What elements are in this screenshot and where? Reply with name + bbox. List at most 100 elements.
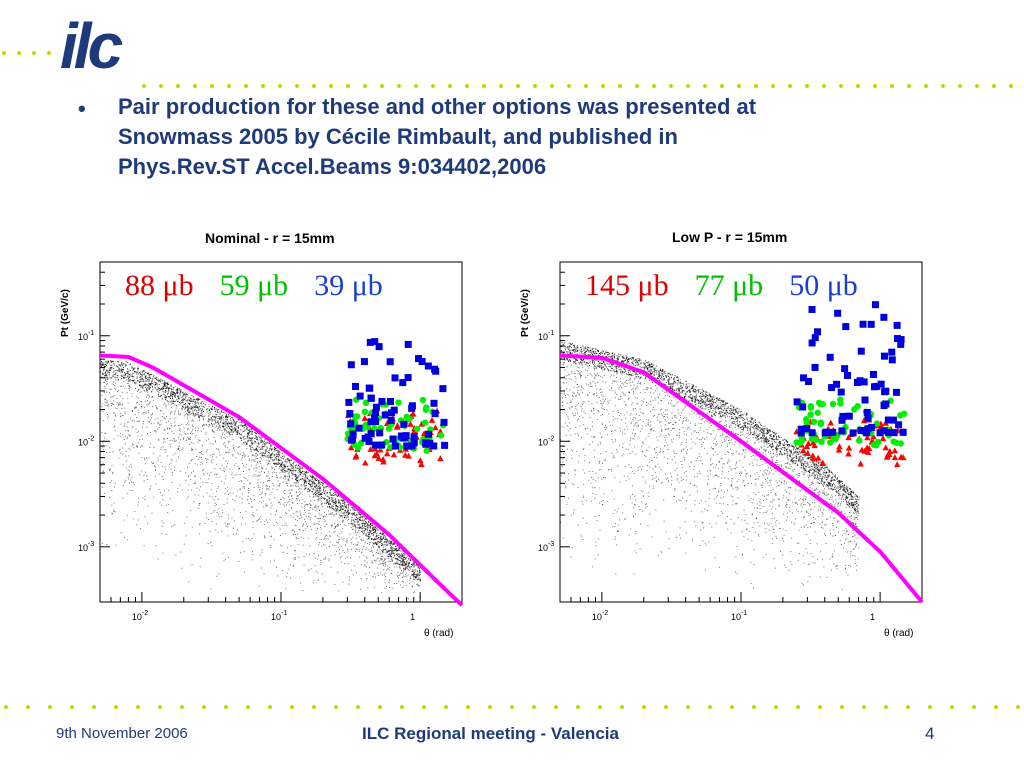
bullet-marker: • — [78, 96, 86, 121]
x-tick-label: 10-2 — [592, 610, 608, 622]
marker-point — [814, 454, 822, 461]
marker-point — [891, 454, 899, 461]
footer-date: 9th November 2006 — [56, 725, 188, 742]
marker-point — [870, 441, 878, 448]
marker-point — [403, 413, 410, 421]
marker-point — [866, 445, 873, 452]
marker-point — [863, 409, 871, 417]
y-tick-label: 10-3 — [538, 541, 554, 553]
marker-point — [372, 418, 380, 426]
marker-point — [397, 432, 405, 440]
marker-point — [837, 396, 844, 403]
marker-point — [378, 397, 386, 405]
marker-point — [884, 416, 892, 424]
marker-point — [808, 339, 816, 347]
marker-point — [876, 429, 884, 437]
marker-point — [857, 347, 865, 355]
marker-point — [354, 444, 362, 451]
top-dotted-divider-left — [2, 51, 51, 55]
marker-point — [871, 301, 879, 309]
marker-point — [884, 453, 891, 460]
marker-point — [439, 385, 447, 393]
marker-point — [811, 363, 819, 371]
marker-point — [815, 399, 823, 407]
marker-point — [835, 446, 843, 453]
marker-point — [867, 320, 875, 328]
marker-point — [829, 428, 837, 436]
cross-section-label: 88 μb — [125, 269, 194, 302]
x-tick-label: 10-1 — [731, 610, 747, 622]
marker-point — [399, 379, 407, 387]
marker-point — [860, 378, 868, 386]
marker-point — [897, 340, 905, 348]
x-axis-label: θ (rad) — [884, 628, 913, 639]
marker-point — [403, 442, 411, 450]
marker-point — [826, 439, 834, 446]
ilc-logo: ilc — [60, 10, 123, 82]
marker-point — [859, 320, 867, 328]
marker-point — [437, 432, 445, 439]
marker-point — [836, 443, 843, 450]
marker-point — [882, 444, 889, 451]
y-tick-label: 10-1 — [538, 330, 554, 342]
marker-point — [797, 439, 804, 447]
marker-point — [371, 414, 379, 422]
marker-point — [417, 457, 424, 464]
marker-point — [818, 438, 825, 445]
marker-point — [856, 377, 864, 385]
marker-point — [860, 417, 868, 424]
cross-section-label: 59 μb — [220, 269, 289, 302]
marker-point — [349, 430, 357, 438]
marker-point — [808, 305, 816, 313]
marker-point — [897, 453, 905, 460]
marker-point — [361, 414, 368, 421]
marker-point — [814, 328, 822, 336]
marker-point — [894, 461, 901, 468]
marker-point — [356, 392, 364, 400]
marker-point — [431, 365, 439, 373]
marker-point — [885, 428, 893, 436]
marker-point — [845, 434, 852, 441]
marker-point — [390, 451, 398, 458]
marker-point — [803, 424, 811, 432]
marker-point — [804, 449, 812, 456]
marker-point — [422, 439, 430, 447]
marker-point — [418, 460, 425, 467]
marker-point — [803, 443, 811, 450]
marker-point — [375, 454, 382, 461]
marker-point — [352, 382, 360, 390]
marker-point — [386, 358, 394, 366]
marker-point — [857, 460, 864, 467]
marker-point — [849, 429, 857, 437]
marker-point — [819, 459, 827, 466]
cross-section-label: 50 μb — [789, 269, 858, 302]
bullet-line-2: Snowmass 2005 by Cécile Rimbault, and pu… — [118, 124, 678, 149]
marker-point — [880, 313, 888, 321]
x-axis-label: θ (rad) — [424, 628, 453, 639]
marker-point — [404, 374, 412, 382]
marker-point — [347, 436, 355, 444]
marker-point — [371, 441, 379, 449]
marker-point — [868, 423, 876, 431]
marker-point — [894, 335, 902, 343]
marker-point — [380, 458, 387, 465]
marker-point — [890, 429, 898, 437]
marker-point — [400, 420, 408, 428]
marker-point — [802, 416, 810, 423]
plot-title-lowp: Low P - r = 15mm — [672, 229, 788, 245]
plot-lowp: 145 μb 77 μb 50 μb 10-2 10-1 1 10-1 10-2 10-3 θ (… — [520, 261, 924, 639]
x-tick-label: 10-2 — [132, 610, 148, 622]
marker-point — [426, 439, 434, 447]
marker-point — [347, 361, 355, 369]
marker-point — [419, 396, 427, 404]
marker-point — [892, 388, 900, 396]
marker-point — [880, 352, 888, 360]
marker-point — [430, 442, 438, 450]
top-dotted-divider — [142, 84, 1013, 88]
marker-point — [371, 338, 379, 346]
plot-nominal: 88 μb 59 μb 39 μb 10-2 10-1 1 10-1 10-2 10-3 θ (r… — [60, 261, 464, 639]
marker-point — [389, 435, 397, 443]
marker-point — [869, 370, 877, 378]
acceptance-curve — [559, 353, 924, 604]
marker-point — [899, 428, 907, 436]
